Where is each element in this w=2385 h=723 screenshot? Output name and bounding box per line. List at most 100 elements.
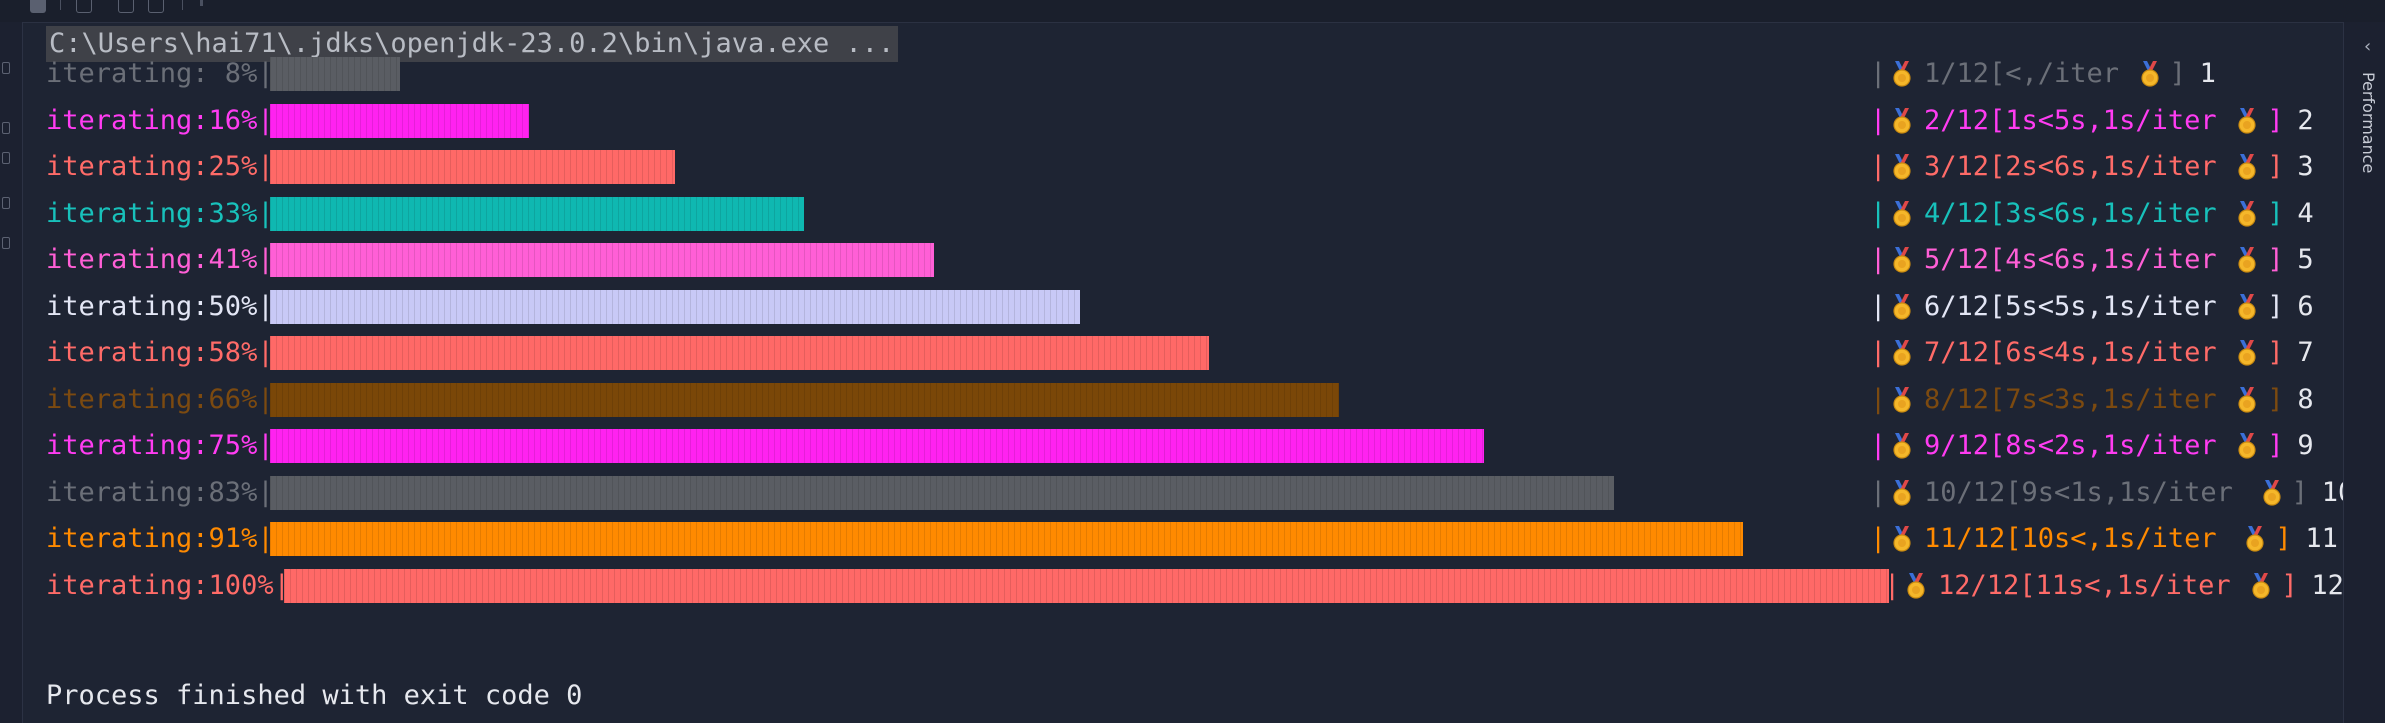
medal-icon (2237, 433, 2257, 459)
print-icon[interactable] (2, 197, 10, 209)
progress-status: 4/12[3s<6s,1s/iter (1924, 197, 2217, 229)
medal-icon (2237, 200, 2257, 227)
medal-icon (2237, 293, 2257, 320)
bar-end-pipe: | (1870, 523, 1887, 554)
rerun-icon[interactable] (2, 62, 10, 74)
progress-status: 10/12[9s<1s,1s/iter (1924, 476, 2233, 508)
medal-icon (1892, 61, 1912, 87)
progress-status: 2/12[1s<5s,1s/iter (1924, 104, 2217, 136)
progress-label: iterating:66%| (46, 383, 274, 415)
medal-icon (1892, 386, 1912, 413)
toolbar-divider (60, 0, 61, 10)
medal-icon (2237, 107, 2257, 134)
status-bracket: ] (2267, 337, 2284, 368)
soft-wrap-icon[interactable] (2, 152, 10, 164)
run-console[interactable]: C:\Users\hai71\.jdks\openjdk-23.0.2\bin\… (22, 22, 2354, 723)
bar-end-pipe: | (1870, 383, 1887, 415)
progress-bar (270, 103, 529, 138)
progress-status: 7/12[6s<4s,1s/iter (1924, 337, 2217, 368)
toolbar-strip (0, 0, 2385, 23)
row-index: 12 (2311, 569, 2344, 601)
status-bracket: ] (2291, 476, 2308, 508)
progress-status: 6/12[5s<5s,1s/iter (1924, 290, 2217, 322)
progress-label: iterating:25%| (46, 151, 274, 182)
medal-icon (1892, 340, 1912, 366)
status-bracket: ] (2267, 290, 2284, 322)
progress-bar (270, 429, 1484, 463)
bar-end-pipe: | (1870, 151, 1887, 182)
chevron-left-icon[interactable]: ‹ (2364, 36, 2372, 57)
medal-icon (2237, 247, 2257, 273)
exit-message: Process finished with exit code 0 (46, 680, 583, 711)
trash-icon[interactable] (2, 237, 10, 249)
progress-status: 1/12[<,/iter (1924, 58, 2120, 89)
medal-icon (2140, 61, 2160, 87)
row-index: 3 (2297, 151, 2314, 182)
bar-end-pipe: | (1870, 104, 1887, 136)
toolbar-more-icon[interactable] (200, 0, 203, 6)
status-bracket: ] (2169, 58, 2186, 89)
medal-icon (2245, 526, 2265, 552)
toolbar-divider (182, 0, 183, 10)
command-line: C:\Users\hai71\.jdks\openjdk-23.0.2\bin\… (46, 26, 899, 62)
medal-icon (1892, 107, 1912, 134)
medal-icon (2237, 340, 2257, 366)
bar-end-pipe: | (1870, 476, 1887, 508)
bar-end-pipe: | (1870, 337, 1887, 368)
layout-icon[interactable] (148, 0, 164, 13)
medal-icon (1892, 433, 1912, 459)
stop-icon[interactable] (30, 0, 46, 13)
status-bracket: ] (2267, 197, 2284, 229)
progress-status: 8/12[7s<3s,1s/iter (1924, 383, 2217, 415)
row-index: 9 (2297, 430, 2314, 461)
bar-end-pipe: | (1870, 244, 1887, 275)
status-bracket: ] (2281, 569, 2298, 601)
status-bracket: ] (2267, 383, 2284, 415)
medal-icon (2237, 154, 2257, 180)
progress-status: 9/12[8s<2s,1s/iter (1924, 430, 2217, 461)
status-bracket: ] (2267, 244, 2284, 275)
progress-label: iterating:58%| (46, 337, 274, 368)
progress-bar (284, 568, 1889, 603)
restore-icon[interactable] (118, 0, 134, 13)
progress-label: iterating: 8%| (46, 58, 274, 89)
medal-icon (1892, 247, 1912, 273)
progress-status: 3/12[2s<6s,1s/iter (1924, 151, 2217, 182)
row-index: 2 (2297, 104, 2314, 136)
scroll-end-icon[interactable] (2, 122, 10, 134)
status-bracket: ] (2275, 523, 2292, 554)
row-index: 8 (2297, 383, 2314, 415)
row-index: 5 (2297, 244, 2314, 275)
status-bracket: ] (2267, 104, 2284, 136)
progress-label: iterating:91%| (46, 523, 274, 554)
progress-bar (270, 57, 400, 91)
progress-status: 5/12[4s<6s,1s/iter (1924, 244, 2217, 275)
medal-icon (2237, 386, 2257, 413)
bar-end-pipe: | (1870, 197, 1887, 229)
medal-icon (1892, 200, 1912, 227)
left-gutter (0, 22, 23, 723)
progress-bar (270, 475, 1614, 510)
status-bracket: ] (2267, 430, 2284, 461)
row-index: 4 (2297, 197, 2314, 229)
row-index: 1 (2199, 58, 2216, 89)
medal-icon (1906, 572, 1926, 599)
row-index: 11 (2305, 523, 2338, 554)
progress-label: iterating:41%| (46, 244, 274, 275)
progress-label: iterating:50%| (46, 290, 274, 322)
progress-status: 12/12[11s<,1s/iter (1938, 569, 2231, 601)
right-tool-strip: ‹ Performance (2343, 22, 2385, 723)
bar-end-pipe: | (1870, 290, 1887, 322)
progress-bar (270, 382, 1339, 417)
progress-bar (270, 336, 1209, 370)
progress-status: 11/12[10s<,1s/iter (1924, 523, 2217, 554)
progress-label: iterating:83%| (46, 476, 274, 508)
progress-label: iterating:75%| (46, 430, 274, 461)
medal-icon (2262, 479, 2282, 506)
progress-label: iterating:100%| (46, 569, 290, 601)
medal-icon (1892, 154, 1912, 180)
camera-icon[interactable] (76, 0, 92, 13)
bar-end-pipe: | (1884, 569, 1901, 601)
performance-tab[interactable]: Performance (2359, 72, 2378, 174)
progress-bar (270, 289, 1080, 324)
